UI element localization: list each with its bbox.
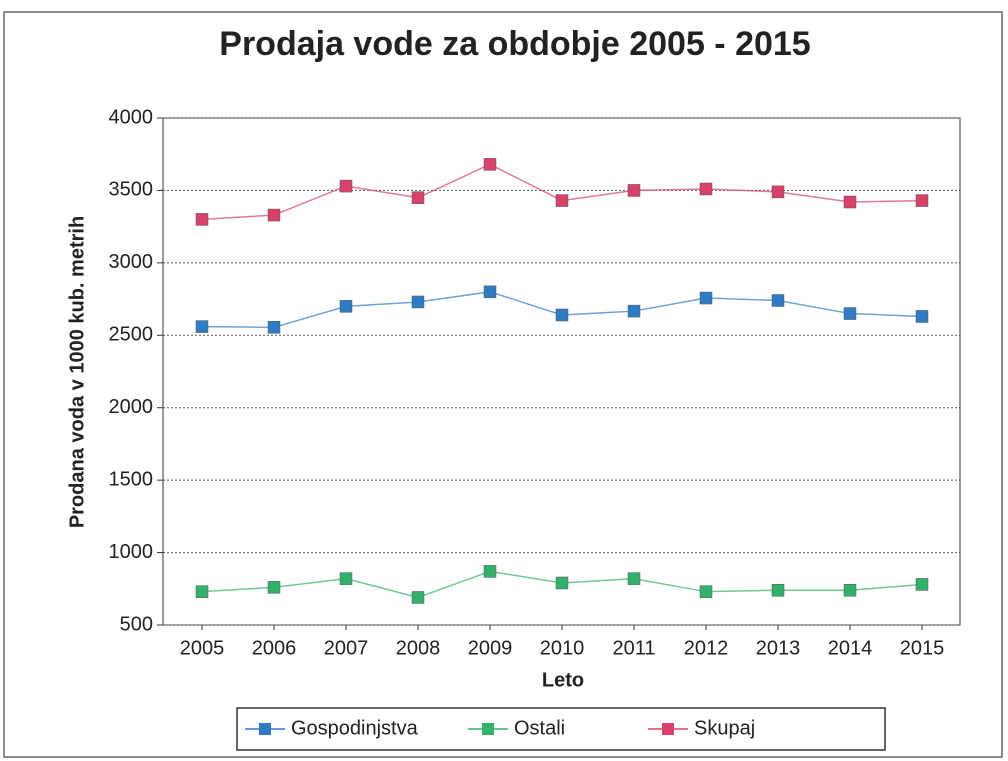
marker bbox=[699, 291, 713, 305]
marker bbox=[843, 583, 857, 597]
y-tick-label: 1000 bbox=[109, 541, 154, 563]
legend bbox=[236, 707, 886, 751]
legend-marker bbox=[662, 723, 674, 735]
marker bbox=[843, 307, 857, 320]
x-tick-label: 2008 bbox=[396, 637, 441, 659]
legend-label: Skupaj bbox=[694, 717, 755, 739]
y-axis-label: Prodana voda v 1000 kub. metrih bbox=[66, 216, 88, 528]
marker bbox=[627, 184, 641, 197]
marker bbox=[555, 194, 569, 207]
legend-label: Ostali bbox=[514, 717, 565, 739]
marker bbox=[555, 308, 569, 322]
page-border bbox=[3, 11, 1003, 758]
x-tick-label: 2014 bbox=[828, 637, 873, 659]
marker bbox=[771, 294, 785, 307]
x-tick-label: 2015 bbox=[900, 637, 945, 659]
marker bbox=[267, 581, 281, 594]
y-tick-label: 1500 bbox=[109, 468, 154, 490]
legend-label: Gospodinjstva bbox=[291, 717, 419, 739]
y-tick-label: 2000 bbox=[109, 396, 154, 418]
marker bbox=[411, 295, 425, 309]
marker bbox=[627, 304, 641, 318]
marker bbox=[699, 182, 713, 196]
marker bbox=[411, 591, 425, 604]
marker bbox=[195, 585, 209, 598]
marker bbox=[771, 185, 785, 199]
plot-area bbox=[162, 117, 961, 626]
marker bbox=[627, 572, 641, 585]
marker bbox=[915, 310, 929, 323]
y-tick-label: 4000 bbox=[109, 106, 154, 128]
marker bbox=[483, 158, 497, 171]
x-tick-label: 2006 bbox=[252, 637, 297, 659]
series-line bbox=[201, 163, 923, 221]
y-tick-label: 3500 bbox=[109, 179, 154, 201]
x-tick-label: 2012 bbox=[684, 637, 729, 659]
marker bbox=[483, 285, 497, 299]
marker bbox=[915, 194, 929, 207]
marker bbox=[267, 321, 281, 334]
x-tick-label: 2013 bbox=[756, 637, 801, 659]
marker bbox=[339, 179, 353, 193]
marker bbox=[195, 320, 209, 333]
x-tick-label: 2005 bbox=[180, 637, 225, 659]
y-tick-label: 3000 bbox=[109, 251, 154, 273]
chart-title: Prodaja vode za obdobje 2005 - 2015 bbox=[219, 25, 810, 63]
y-tick-label: 500 bbox=[120, 613, 153, 635]
marker bbox=[699, 585, 713, 598]
marker bbox=[411, 191, 425, 204]
legend-marker bbox=[259, 723, 271, 735]
x-tick-label: 2007 bbox=[324, 637, 369, 659]
marker bbox=[339, 572, 353, 585]
marker bbox=[195, 213, 209, 226]
y-tick-label: 2500 bbox=[109, 324, 154, 346]
marker bbox=[267, 208, 281, 222]
marker bbox=[771, 583, 785, 597]
marker bbox=[483, 565, 497, 578]
marker bbox=[555, 576, 569, 590]
x-tick-label: 2011 bbox=[612, 637, 655, 659]
x-axis-label: Leto bbox=[542, 669, 584, 691]
legend-marker bbox=[482, 723, 494, 735]
x-tick-label: 2009 bbox=[468, 637, 513, 659]
marker bbox=[915, 578, 929, 591]
marker bbox=[843, 195, 857, 209]
marker bbox=[339, 300, 353, 313]
x-tick-label: 2010 bbox=[540, 637, 585, 659]
